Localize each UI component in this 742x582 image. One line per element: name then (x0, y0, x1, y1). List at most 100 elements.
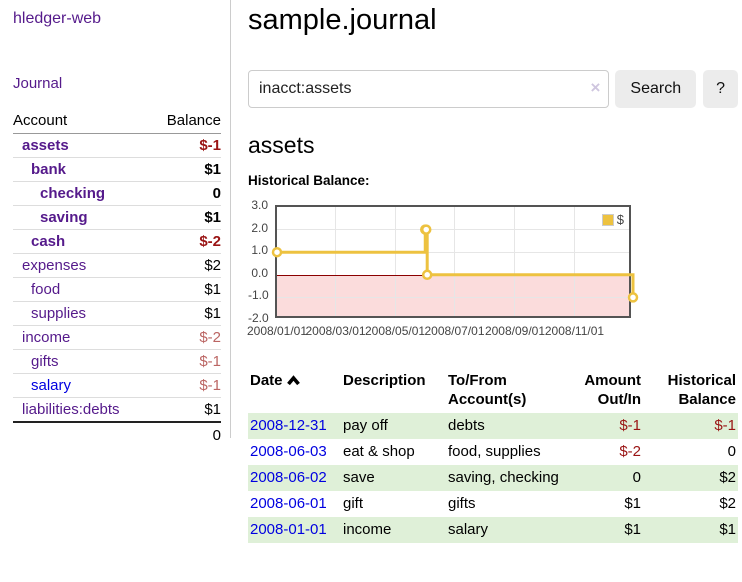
account-heading: assets (248, 132, 315, 158)
transaction-date-link[interactable]: 2008-01-01 (250, 521, 327, 538)
transaction-date-link[interactable]: 2008-06-02 (250, 469, 327, 486)
account-link-bank[interactable]: bank (31, 161, 67, 178)
register-header-row: Date Description To/From Account(s) Amou… (248, 369, 738, 413)
x-tick-label: 2008/01/01 (246, 324, 308, 338)
main-content: sample.journal × Search ? assets Histori… (247, 0, 738, 543)
account-link-saving[interactable]: saving (40, 209, 88, 226)
transaction-accounts: debts (448, 417, 485, 434)
chart: 3.0 2.0 1.0 0.0 -1.0 -2.0 $ 2008/01/01 2008/03… (247, 198, 738, 339)
account-balance-liabilities-debts: $1 (150, 397, 221, 423)
help-button[interactable]: ? (703, 70, 738, 108)
account-balance-bank: $1 (150, 157, 221, 182)
chart-title: Historical Balance: (248, 173, 370, 188)
y-tick-label: 0.0 (251, 265, 268, 280)
register-header-description: Description (343, 372, 426, 389)
account-link-checking[interactable]: checking (40, 185, 106, 202)
legend-swatch (601, 213, 614, 226)
x-tick-label: 2008/07/01 (424, 324, 485, 338)
account-row-expenses: expenses $2 (13, 253, 221, 278)
account-balance-checking: 0 (150, 181, 221, 206)
transaction-description: gift (343, 495, 364, 512)
chart-legend: $ (600, 211, 625, 228)
accounts-header-balance: Balance (150, 112, 221, 134)
account-link-income[interactable]: income (22, 329, 71, 346)
x-tick-label: 2008/11/01 (544, 324, 605, 338)
search-button[interactable]: Search (615, 70, 697, 108)
transaction-amount: $-1 (619, 417, 641, 434)
transaction-amount: $1 (624, 495, 641, 512)
account-link-liabilities-debts[interactable]: liabilities:debts (22, 401, 120, 418)
transaction-balance: $2 (719, 495, 736, 512)
page-title: sample.journal (248, 4, 437, 36)
search-input-wrap: × (248, 70, 610, 108)
y-tick-label: 1.0 (251, 243, 268, 258)
transaction-balance: 0 (727, 443, 736, 460)
transaction-balance: $-1 (714, 417, 736, 434)
register-header-balance: Historical Balance (667, 372, 736, 408)
transaction-accounts: salary (448, 521, 489, 538)
transaction-description: income (343, 521, 392, 538)
register-header-date-label: Date (250, 372, 283, 389)
transaction-balance: $1 (719, 521, 736, 538)
transaction-accounts: saving, checking (448, 469, 559, 486)
transaction-accounts: food, supplies (448, 443, 541, 460)
account-link-food[interactable]: food (31, 281, 61, 298)
account-row-food: food $1 (13, 277, 221, 302)
account-link-salary[interactable]: salary (31, 377, 72, 394)
register-row: 2008-01-01 income salary $1 $1 (248, 517, 738, 543)
chart-y-axis: 3.0 2.0 1.0 0.0 -1.0 -2.0 (248, 198, 272, 325)
x-tick-label: 2008/09/01 (484, 324, 545, 338)
chart-x-axis: 2008/01/01 2008/03/01 2008/05/01 2008/07/01… (247, 324, 633, 339)
transaction-balance: $2 (719, 469, 736, 486)
account-link-supplies[interactable]: supplies (31, 305, 87, 322)
account-link-gifts[interactable]: gifts (31, 353, 59, 370)
accounts-total-value: 0 (150, 421, 221, 447)
sort-ascending-icon (286, 375, 300, 386)
account-balance-assets: $-1 (150, 133, 221, 158)
account-row-checking: checking 0 (13, 181, 221, 206)
account-balance-supplies: $1 (150, 301, 221, 326)
y-tick-label: 2.0 (251, 220, 268, 235)
sidebar: hledger-web Journal Account Balance asse… (0, 0, 231, 447)
account-row-liabilities-debts: liabilities:debts $1 (13, 397, 221, 423)
y-tick-label: 3.0 (251, 198, 268, 212)
data-point-marker (627, 292, 639, 303)
transaction-amount: $1 (624, 521, 641, 538)
x-tick-label: 2008/05/01 (364, 324, 426, 338)
account-row-bank: bank $1 (13, 157, 221, 182)
clear-search-icon[interactable]: × (590, 78, 601, 97)
transaction-accounts: gifts (448, 495, 476, 512)
transaction-description: pay off (343, 417, 388, 434)
register-header-date: Date (248, 369, 343, 413)
accounts-header-account: Account (13, 112, 151, 134)
account-row-income: income $-2 (13, 325, 221, 350)
y-tick-label: -1.0 (248, 288, 269, 303)
account-balance-food: $1 (150, 277, 221, 302)
register-row: 2008-06-01 gift gifts $1 $2 (248, 491, 738, 517)
transaction-date-link[interactable]: 2008-06-01 (250, 495, 327, 512)
transaction-description: save (343, 469, 375, 486)
brand-link[interactable]: hledger-web (13, 10, 102, 27)
account-balance-saving: $1 (150, 205, 221, 230)
account-balance-salary: $-1 (150, 373, 221, 398)
account-link-expenses[interactable]: expenses (22, 257, 87, 274)
account-balance-cash: $-2 (150, 229, 221, 254)
transaction-date-link[interactable]: 2008-12-31 (250, 417, 327, 434)
data-point-marker (421, 269, 433, 281)
chart-series (271, 224, 639, 303)
accounts-total-row: 0 (13, 421, 221, 447)
sidebar-item-journal[interactable]: Journal (13, 75, 63, 92)
account-link-assets[interactable]: assets (22, 137, 69, 154)
y-tick-label: -2.0 (248, 311, 269, 325)
account-row-gifts: gifts $-1 (13, 349, 221, 374)
account-link-cash[interactable]: cash (31, 233, 66, 250)
transaction-description: eat & shop (343, 443, 415, 460)
register-row: 2008-06-02 save saving, checking 0 $2 (248, 465, 738, 491)
transaction-amount: $-2 (619, 443, 641, 460)
chart-plot: $ (271, 205, 639, 318)
search-input[interactable] (248, 70, 610, 108)
transaction-date-link[interactable]: 2008-06-03 (250, 443, 327, 460)
register-header-amount: Amount Out/In (584, 372, 641, 408)
accounts-header-row: Account Balance (13, 112, 221, 134)
accounts-table: Account Balance assets $-1 bank $1 check… (13, 112, 221, 447)
